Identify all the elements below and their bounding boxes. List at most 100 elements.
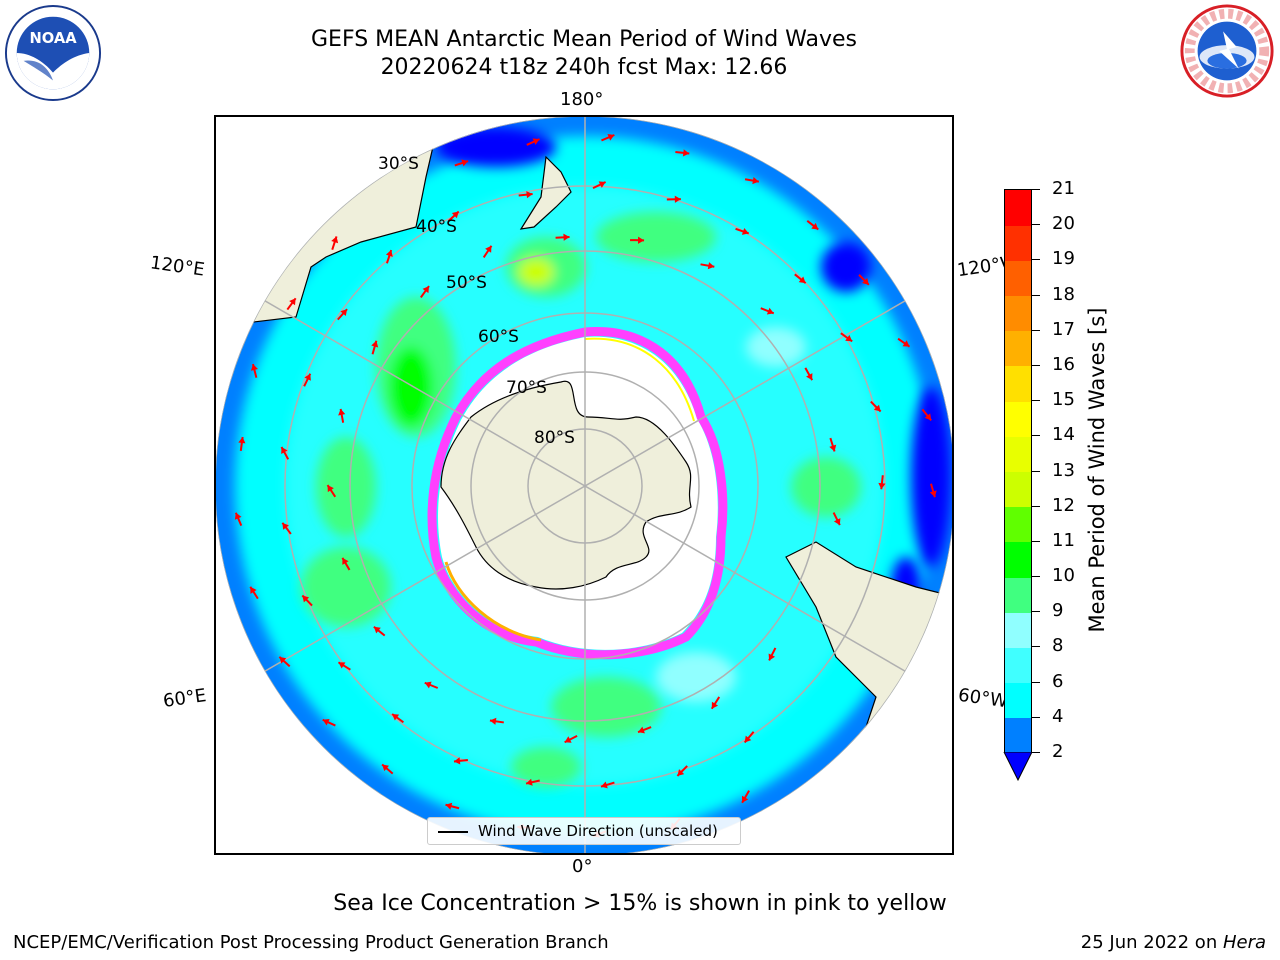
wave-arrow-head [327, 485, 334, 493]
colorbar [1004, 189, 1032, 754]
legend-label: Wind Wave Direction (unscaled) [478, 822, 718, 840]
footer-producer: NCEP/EMC/Verification Post Processing Pr… [13, 932, 609, 953]
colorbar-tick-mark [1032, 435, 1040, 437]
lat-label-50s: 50°S [446, 273, 487, 293]
noaa-logo: NOAA [4, 4, 102, 102]
wave-arrow-head [607, 133, 615, 141]
colorbar-segment [1005, 365, 1031, 402]
wave-arrow-head [526, 778, 533, 786]
wave-arrow-head [768, 653, 776, 661]
colorbar-segment [1005, 471, 1031, 508]
wave-arrow-head [766, 307, 774, 315]
lon-label-0: 0° [572, 856, 593, 877]
wave-arrow-head [304, 373, 311, 381]
colorbar-tick-label: 13 [1052, 459, 1075, 481]
wave-arrow-head [526, 191, 533, 199]
colorbar-tick-label: 2 [1052, 741, 1064, 762]
wave-arrow-head [373, 626, 381, 634]
colorbar-segment [1005, 436, 1031, 472]
lat-label-40s: 40°S [416, 217, 457, 237]
footer-date: 25 Jun 2022 on Hera [1081, 932, 1266, 953]
lon-label-180: 180° [560, 89, 604, 110]
colorbar-segment [1005, 295, 1031, 332]
antarctica-land [440, 380, 692, 590]
wave-arrow-head [322, 718, 330, 726]
wave-arrow-head [385, 250, 393, 257]
colorbar-tick-mark [1032, 259, 1040, 261]
colorbar-tick-label: 17 [1052, 318, 1075, 340]
lat-label-80s: 80°S [534, 428, 575, 448]
wave-arrow-head [752, 177, 759, 185]
wave-arrow-head [461, 159, 469, 167]
wave-arrow-head [806, 373, 813, 381]
colorbar-segment [1005, 577, 1031, 613]
colorbar-tick-mark [1032, 646, 1040, 648]
wave-arrow-head [532, 138, 540, 145]
colorbar-tick-label: 8 [1052, 635, 1064, 657]
wave-arrow-head [845, 334, 853, 342]
wave-arrow-head [873, 404, 881, 412]
colorbar-tick-mark [1032, 681, 1040, 683]
wave-arrow-head [238, 436, 246, 444]
colorbar-segment [1005, 190, 1031, 226]
wave-arrow-head [741, 228, 749, 235]
colorbar-tick-mark [1032, 189, 1040, 190]
colorbar-segment [1005, 225, 1031, 261]
footer-date-text: 25 Jun 2022 on [1080, 932, 1223, 953]
colorbar-tick-label: 10 [1052, 565, 1075, 587]
wave-arrow-head [862, 278, 869, 285]
colorbar-tick-mark [1032, 400, 1040, 402]
colorbar-segment [1005, 506, 1031, 543]
colorbar-segment [1005, 717, 1031, 754]
lat-label-30s: 30°S [378, 154, 419, 174]
colorbar-segment [1005, 330, 1031, 367]
wave-arrow-head [600, 781, 608, 789]
wave-arrow-head [833, 518, 841, 526]
map-canvas: 30°S 40°S 50°S 60°S 70°S 80°S [216, 117, 952, 853]
wave-arrow-head [711, 701, 719, 709]
wave-arrow-head [338, 662, 346, 669]
sea-ice-note: Sea Ice Concentration > 15% is shown in … [333, 891, 947, 916]
africa-land [216, 806, 417, 853]
wave-arrow-head [445, 802, 453, 810]
wave-arrow-head [289, 298, 296, 306]
wave-arrow-head [282, 522, 289, 530]
wave-arrow-head [674, 195, 681, 203]
colorbar-tick-mark [1032, 329, 1040, 331]
map-subtitle-run: 20220624 t18z 240h fcst Max: 12.66 [380, 55, 788, 80]
lat-label-70s: 70°S [506, 378, 547, 398]
wind-wave-direction-arrows [234, 133, 937, 838]
noaa-logo-text: NOAA [29, 30, 77, 47]
wave-arrow-head [744, 735, 752, 743]
colorbar-tick-label: 12 [1052, 494, 1075, 516]
wave-arrow-head [598, 181, 606, 188]
colorbar-tick-mark [1032, 224, 1040, 226]
wave-arrow-head [798, 276, 806, 284]
map-title: GEFS MEAN Antarctic Mean Period of Wind … [311, 27, 857, 52]
legend-line-swatch [438, 831, 468, 833]
colorbar-tick-mark [1032, 540, 1040, 542]
colorbar-title: Mean Period of Wind Waves [s] [1085, 307, 1109, 633]
wave-arrow-head [279, 656, 287, 664]
wave-arrow-head [302, 595, 310, 603]
colorbar-segment [1005, 260, 1031, 297]
wave-period-field [216, 117, 952, 853]
colorbar-tick-mark [1032, 716, 1040, 718]
wave-arrow-head [637, 236, 645, 244]
wave-arrow-head [340, 309, 348, 317]
wave-arrow-head [829, 444, 837, 452]
colorbar-tick-label: 14 [1052, 424, 1075, 446]
wave-arrow-head [453, 757, 461, 765]
colorbar-tick-mark [1032, 294, 1040, 296]
wave-arrow-head [878, 482, 886, 490]
colorbar-tick-label: 20 [1052, 213, 1075, 235]
new-zealand-land [519, 155, 572, 230]
wave-arrow-head [451, 211, 459, 219]
colorbar-tick-label: 19 [1052, 248, 1075, 270]
wave-arrow-head [382, 764, 390, 772]
wave-arrow-head [485, 245, 492, 253]
colorbar-tick-mark [1032, 505, 1040, 507]
colorbar-tick-label: 16 [1052, 353, 1075, 375]
colorbar-segment [1005, 682, 1031, 719]
colorbar-tick-label: 21 [1052, 178, 1075, 199]
